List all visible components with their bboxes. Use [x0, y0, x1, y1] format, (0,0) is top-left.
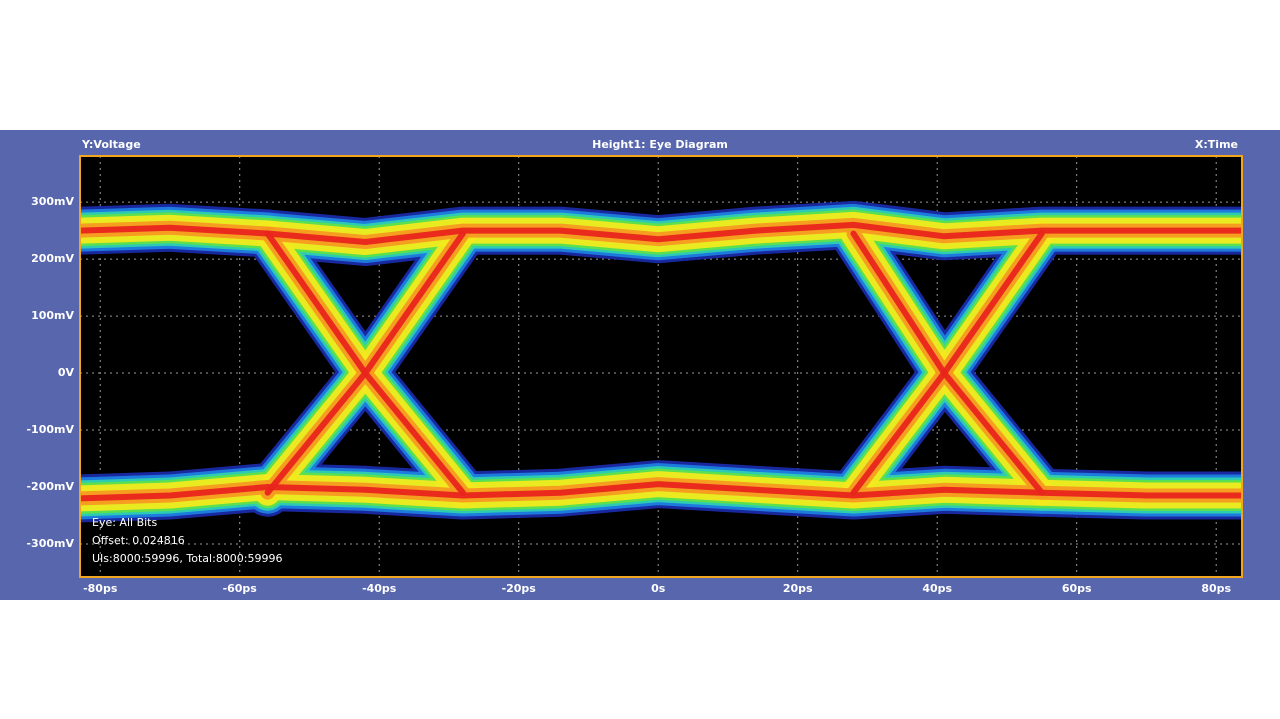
annotation: Eye: All Bits — [92, 516, 157, 529]
y-axis-label: Y:Voltage — [81, 138, 141, 151]
chart-title: Height1: Eye Diagram — [592, 138, 728, 151]
x-tick-label: -20ps — [502, 582, 537, 595]
x-tick-label: 20ps — [783, 582, 813, 595]
y-tick-label: 0V — [58, 366, 75, 379]
x-tick-label: 0s — [651, 582, 666, 595]
annotation: Offset: 0.024816 — [92, 534, 185, 547]
eye-trace — [264, 230, 1045, 496]
traces — [80, 200, 1242, 523]
y-tick-label: 200mV — [31, 252, 74, 265]
x-tick-label: 80ps — [1201, 582, 1231, 595]
x-tick-label: -60ps — [223, 582, 258, 595]
y-tick-label: 100mV — [31, 309, 74, 322]
annotation: UIs:8000:59996, Total:8000:59996 — [92, 552, 283, 565]
y-tick-label: -100mV — [26, 423, 74, 436]
y-tick-label: 300mV — [31, 195, 74, 208]
x-tick-label: 60ps — [1062, 582, 1092, 595]
plot-border — [79, 155, 1243, 578]
x-tick-label: -80ps — [83, 582, 118, 595]
y-tick-label: -200mV — [26, 480, 74, 493]
y-tick-label: -300mV — [26, 537, 74, 550]
x-tick-label: 40ps — [922, 582, 952, 595]
x-tick-label: -40ps — [362, 582, 397, 595]
x-axis-label: X:Time — [1195, 138, 1238, 151]
